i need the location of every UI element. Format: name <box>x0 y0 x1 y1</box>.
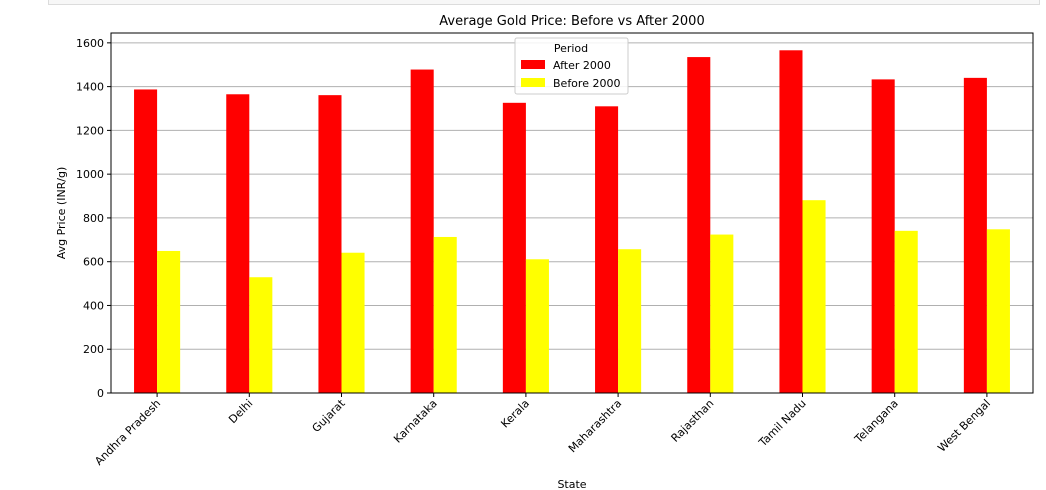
bar-after-2000-rajasthan <box>687 57 711 394</box>
bars <box>134 50 1010 394</box>
bar-after-2000-tamil-nadu <box>779 50 803 393</box>
x-axis: Andhra Pradesh Delhi Gujarat Karnataka Keral… <box>92 393 993 468</box>
bar-before-2000-maharashtra <box>618 249 642 393</box>
bar-before-2000-karnataka <box>433 236 457 393</box>
y-axis-label: Avg Price (INR/g) <box>55 167 68 260</box>
x-tick-label: Karnataka <box>391 397 440 446</box>
legend-swatch-after-2000 <box>521 60 545 69</box>
bar-before-2000-telangana <box>894 230 918 393</box>
bar-before-2000-tamil-nadu <box>802 200 826 393</box>
bar-after-2000-kerala <box>502 102 526 393</box>
bar-after-2000-andhra-pradesh <box>134 89 158 393</box>
notebook-cell-edge <box>48 0 1040 5</box>
y-tick-label: 0 <box>97 387 104 400</box>
bar-after-2000-karnataka <box>410 69 434 393</box>
bar-after-2000-maharashtra <box>595 106 619 393</box>
y-tick-label: 1200 <box>76 124 104 137</box>
y-axis: 0 200 400 600 800 1000 1200 1400 1600 <box>76 37 111 400</box>
y-tick-label: 400 <box>83 299 104 312</box>
y-tick-label: 800 <box>83 212 104 225</box>
x-tick-label: Delhi <box>226 397 255 426</box>
bar-after-2000-telangana <box>871 79 895 393</box>
y-tick-label: 600 <box>83 256 104 269</box>
y-tick-label: 1600 <box>76 37 104 50</box>
x-tick-label: Kerala <box>498 397 532 431</box>
chart-title: Average Gold Price: Before vs After 2000 <box>439 14 704 29</box>
plot-area-frame <box>110 32 1034 394</box>
bar-before-2000-kerala <box>525 259 549 393</box>
x-tick-label: Rajasthan <box>669 397 717 445</box>
bar-before-2000-andhra-pradesh <box>157 250 181 393</box>
x-axis-label: State <box>557 478 586 490</box>
x-tick-label: Andhra Pradesh <box>92 397 163 468</box>
bar-before-2000-west-bengal <box>986 229 1010 393</box>
x-tick-label: Maharashtra <box>566 397 624 455</box>
x-tick-label: Telangana <box>851 397 900 446</box>
y-tick-label: 1400 <box>76 81 104 94</box>
x-tick-label: Gujarat <box>310 396 349 435</box>
x-tick-label: Tamil Nadu <box>756 397 809 450</box>
bar-before-2000-gujarat <box>341 252 365 393</box>
legend-label-after-2000: After 2000 <box>553 59 611 72</box>
legend-title: Period <box>554 42 588 55</box>
bar-before-2000-rajasthan <box>710 234 734 393</box>
legend-swatch-before-2000 <box>521 78 545 87</box>
bar-after-2000-gujarat <box>318 95 342 393</box>
bar-after-2000-delhi <box>226 94 250 393</box>
y-tick-label: 1000 <box>76 168 104 181</box>
x-tick-label: West Bengal <box>935 397 993 455</box>
bar-before-2000-delhi <box>249 277 273 393</box>
legend: Period After 2000 Before 2000 <box>514 37 629 95</box>
bar-after-2000-west-bengal <box>963 77 987 393</box>
legend-label-before-2000: Before 2000 <box>553 77 620 90</box>
y-tick-label: 200 <box>83 343 104 356</box>
